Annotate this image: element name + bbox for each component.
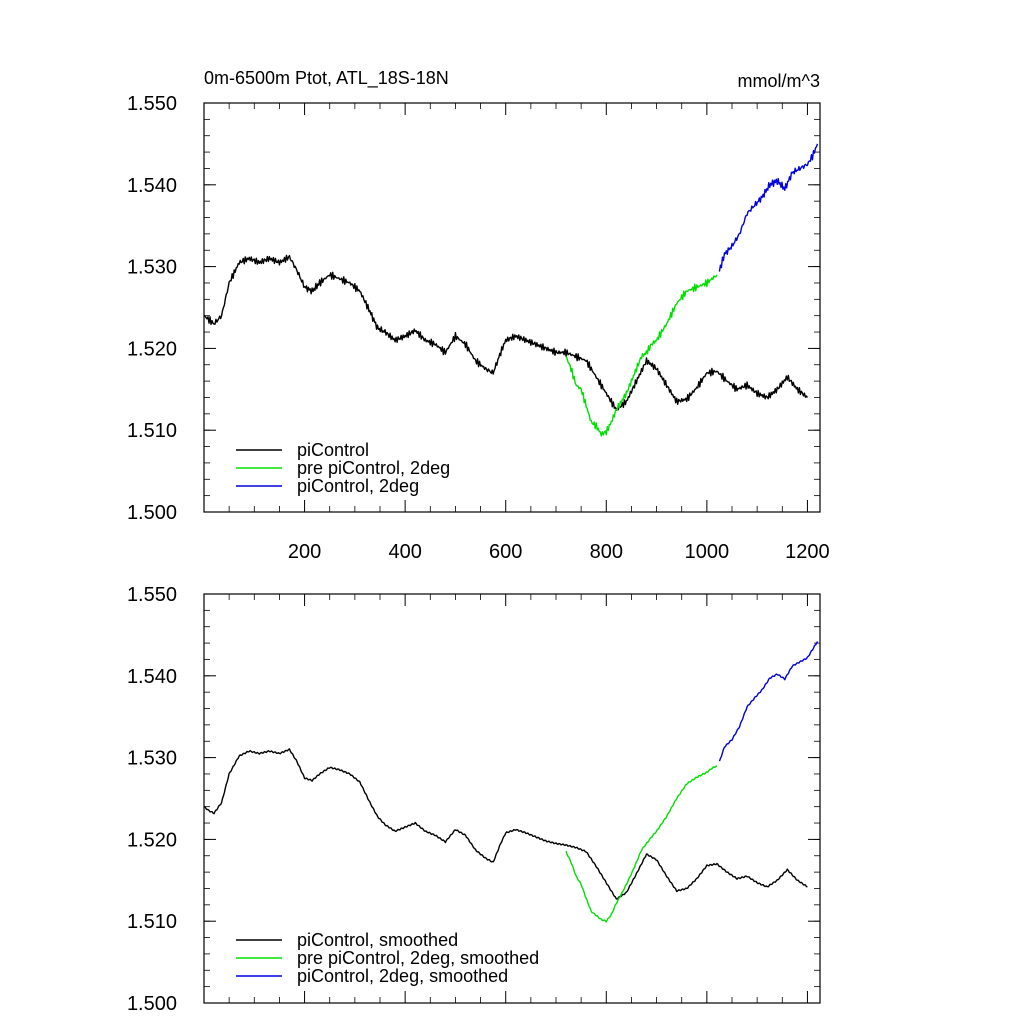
legend-label-0: piControl, smoothed [297, 930, 458, 950]
panel-bottom: 1.500 1.510 1.520 1.530 1.540 1.550 piControl,… [127, 584, 821, 1015]
series-line-0 [203, 254, 809, 411]
x-tick-label: 1000 [685, 541, 730, 563]
panel-top: 0m-6500m Ptot, ATL_18S-18N mmol/m^3 1.50… [127, 68, 830, 563]
series-line-1 [565, 274, 718, 437]
y-tick-label: 1.540 [127, 175, 177, 197]
x-tick-label: 600 [489, 541, 522, 563]
legend-label-2: piControl, 2deg, smoothed [297, 966, 508, 986]
y-tick-label: 1.500 [127, 502, 177, 524]
y-tick-label: 1.520 [127, 829, 177, 851]
y-tick-label: 1.510 [127, 911, 177, 933]
plot-frame [203, 102, 821, 513]
series-line-1 [565, 765, 718, 923]
legend-label-2: piControl, 2deg [297, 476, 419, 496]
series-line-2 [718, 143, 819, 272]
y-tick-label: 1.530 [127, 748, 177, 770]
series-line-2 [718, 641, 819, 762]
legend-label-0: piControl [297, 440, 369, 460]
x-tick-label: 400 [388, 541, 421, 563]
y-tick-label: 1.540 [127, 666, 177, 688]
x-tick-label: 800 [590, 541, 623, 563]
y-tick-label: 1.550 [127, 93, 177, 115]
units-label: mmol/m^3 [738, 71, 820, 91]
legend-label-1: pre piControl, 2deg, smoothed [297, 948, 539, 968]
x-tick-label: 200 [288, 541, 321, 563]
y-tick-label: 1.550 [127, 584, 177, 606]
y-tick-label: 1.510 [127, 420, 177, 442]
legend-label-1: pre piControl, 2deg [297, 458, 450, 478]
x-tick-label: 1200 [785, 541, 830, 563]
plot-frame [203, 593, 821, 1004]
y-tick-label: 1.530 [127, 257, 177, 279]
y-tick-label: 1.500 [127, 993, 177, 1015]
series-line-0 [203, 748, 808, 900]
chart-title: 0m-6500m Ptot, ATL_18S-18N [204, 68, 449, 89]
y-tick-label: 1.520 [127, 338, 177, 360]
